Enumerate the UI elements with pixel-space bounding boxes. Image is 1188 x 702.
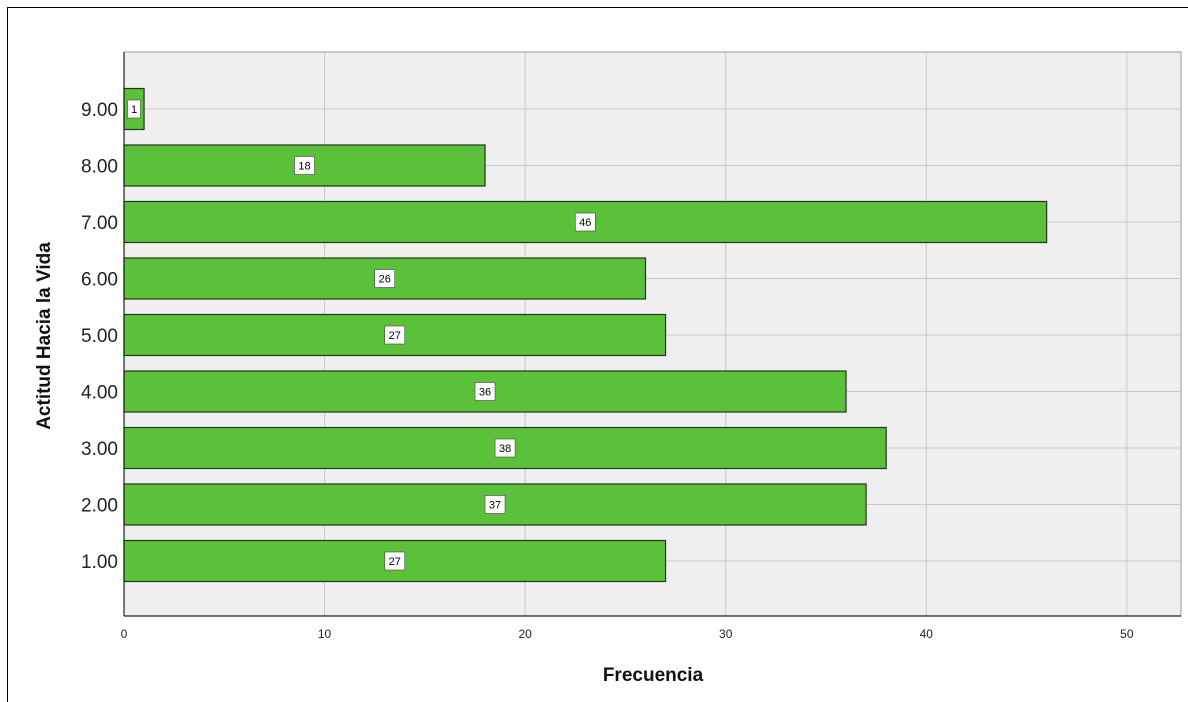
y-tick-label: 1.00 (81, 552, 118, 573)
x-tick-label: 0 (121, 627, 128, 641)
y-tick-label: 5.00 (81, 326, 118, 347)
data-label-box (484, 495, 506, 514)
y-axis-title: Actitud Hacia la Vida (34, 242, 55, 430)
data-label: 27 (389, 330, 401, 342)
data-label: 37 (489, 500, 501, 512)
chart-frame (7, 7, 1188, 702)
bar-8.00 (123, 144, 486, 187)
data-label: 26 (379, 274, 391, 286)
y-tick-label: 9.00 (81, 100, 118, 121)
data-label-box (494, 438, 516, 458)
y-tick-labels: 9.00 8.00 7.00 6.00 5.00 4.00 3.00 2.00 1.00 (81, 100, 118, 573)
y-tick-label: 2.00 (81, 496, 118, 517)
y-tick-label: 3.00 (81, 439, 118, 460)
y-tick-label: 6.00 (81, 270, 118, 291)
data-label-box (294, 156, 315, 175)
data-label: 27 (389, 556, 401, 568)
x-tick-label: 50 (1120, 627, 1134, 641)
x-tick-label: 40 (920, 627, 934, 641)
data-label: 1 (131, 104, 137, 116)
x-tick-label: 30 (719, 627, 733, 641)
x-tick-labels: 0 10 20 30 40 50 (121, 627, 1134, 641)
y-tick-label: 7.00 (81, 213, 118, 234)
y-tick-label: 8.00 (81, 157, 118, 178)
data-label: 36 (479, 387, 491, 399)
data-label: 18 (298, 161, 310, 173)
x-tick-label: 20 (518, 627, 532, 641)
data-label: 38 (499, 443, 511, 455)
data-label-box (575, 212, 596, 232)
data-label-box (127, 99, 141, 119)
data-label-box (384, 325, 406, 345)
data-label-box (374, 269, 396, 288)
data-label-box (474, 382, 496, 401)
x-axis-title: Frecuencia (603, 665, 704, 686)
data-label-box (384, 551, 406, 571)
y-tick-label: 4.00 (81, 383, 118, 404)
x-tick-label: 10 (318, 627, 332, 641)
data-label: 46 (579, 217, 591, 229)
